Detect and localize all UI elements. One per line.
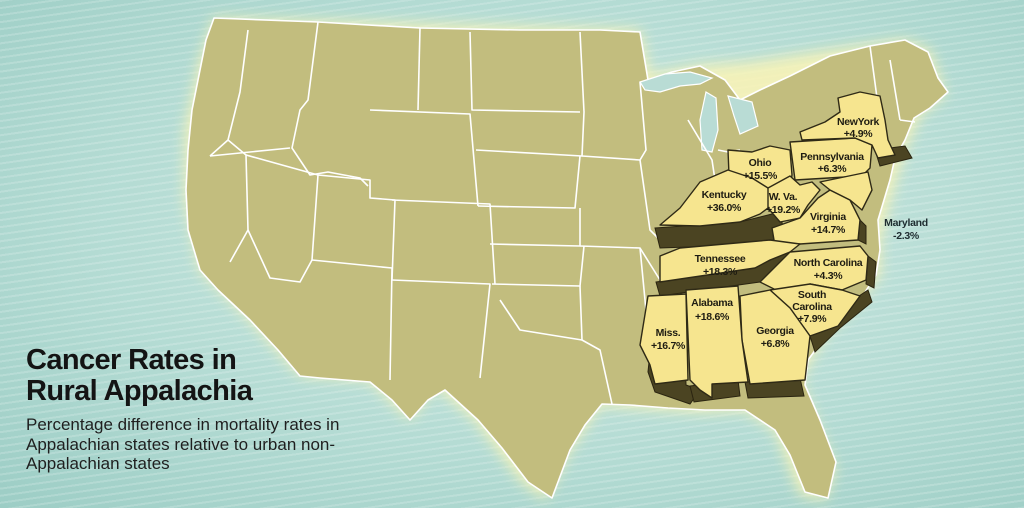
label-virginia-value: +14.7% [811, 224, 846, 236]
lake-huron [727, 95, 759, 135]
label-north-carolina-name: North Carolina [794, 257, 863, 269]
label-alabama-name: Alabama [691, 297, 733, 309]
label-west-virginia-name: W. Va. [769, 191, 798, 203]
state-mississippi [639, 293, 689, 385]
label-tennessee-name: Tennessee [695, 253, 746, 265]
page-title: Cancer Rates in Rural Appalachia [26, 344, 253, 407]
title-block: Cancer Rates in Rural Appalachia Percent… [26, 345, 406, 474]
label-alabama-value: +18.6% [695, 311, 730, 323]
page-subtitle: Percentage difference in mortality rates… [26, 415, 340, 473]
label-south-carolina-name-2: Carolina [792, 301, 832, 313]
state-alabama [685, 285, 749, 399]
state-west-virginia [767, 175, 821, 223]
label-maryland-value: -2.3% [893, 230, 920, 242]
label-ohio-value: +15.5% [743, 170, 778, 182]
label-mississippi-value: +16.7% [651, 340, 686, 352]
label-west-virginia-value: +19.2% [766, 204, 801, 216]
appalachia-states [639, 91, 896, 399]
state-labels: NewYork +4.9% Pennsylvania +6.3% Ohio +1… [651, 116, 928, 352]
label-maryland-name: Maryland [884, 217, 928, 229]
lake-michigan [699, 91, 719, 153]
label-kentucky-value: +36.0% [707, 202, 742, 214]
label-pennsylvania-name: Pennsylvania [800, 151, 864, 163]
label-georgia-name: Georgia [756, 325, 794, 337]
state-maryland [819, 171, 873, 211]
label-north-carolina-value: +4.3% [814, 270, 844, 282]
label-tennessee-value: +18.3% [703, 266, 738, 278]
label-new-york-value: +4.9% [844, 128, 874, 140]
label-ohio-name: Ohio [749, 157, 772, 169]
label-georgia-value: +6.8% [761, 338, 791, 350]
label-new-york-name: NewYork [837, 116, 880, 128]
label-virginia-name: Virginia [810, 211, 846, 223]
label-mississippi-name: Miss. [656, 327, 681, 339]
label-south-carolina-name-1: South [798, 289, 826, 301]
label-kentucky-name: Kentucky [702, 189, 747, 201]
label-south-carolina-value: +7.9% [798, 313, 828, 325]
state-new-york [799, 91, 896, 159]
lake-superior [639, 71, 714, 93]
state-borders [209, 21, 916, 405]
label-pennsylvania-value: +6.3% [818, 163, 848, 175]
